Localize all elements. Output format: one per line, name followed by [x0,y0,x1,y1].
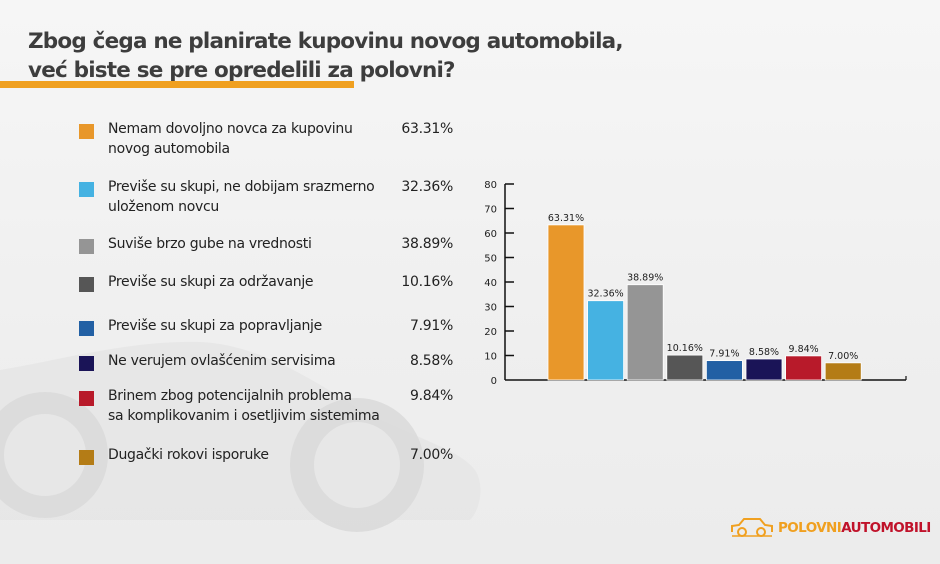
page-title: Zbog čega ne planirate kupovinu novog au… [28,27,624,85]
polovniautomobili-logo: POLOVNIAUTOMOBILI [730,515,931,541]
bar-data-label: 8.58% [749,347,779,358]
legend-value: 63.31% [401,121,453,137]
legend-value: 8.58% [410,353,453,369]
bar-data-label: 63.31% [548,213,584,224]
y-tick-label: 10 [484,352,497,363]
y-tick-label: 80 [484,180,497,191]
car-logo-icon [731,518,773,537]
legend-value: 7.00% [410,447,453,463]
legend-label: Brinem zbog potencijalnih problema sa kom… [108,388,380,424]
legend-value: 32.36% [401,179,453,195]
bar-data-label: 38.89% [627,273,663,284]
y-tick-label: 40 [484,278,497,289]
legend-label: Dugački rokovi isporuke [108,447,269,463]
legend-label: Previše su skupi za održavanje [108,274,314,290]
legend-swatch [79,124,94,139]
title-underline [0,81,354,88]
bar [824,362,862,381]
y-tick-label: 30 [484,303,497,314]
bar [666,354,704,381]
y-tick-label: 50 [484,254,497,265]
legend-swatch [79,450,94,465]
legend-label: Previše su skupi za popravljanje [108,318,322,334]
bar [706,360,743,381]
legend-swatch [79,391,94,406]
legend-swatch [79,182,94,197]
legend-label: Suviše brzo gube na vrednosti [108,236,312,252]
bar [785,355,822,381]
y-tick-label: 0 [491,376,497,387]
background-car-silhouette [0,341,481,532]
logo-text-polovni: POLOVNI [778,520,842,536]
legend-value: 9.84% [410,388,453,404]
legend-value: 10.16% [401,274,453,290]
bar-data-label: 7.00% [828,351,858,362]
bar-data-label: 10.16% [667,343,703,354]
bar-data-label: 32.36% [587,289,623,300]
logo-text-automobili: AUTOMOBILI [841,520,931,536]
legend-label: Nemam dovoljno novca za kupovinu novog au… [108,121,353,157]
legend-swatch [79,277,94,292]
title-line-1: Zbog čega ne planirate kupovinu novog au… [28,29,624,54]
bar [547,224,585,381]
bar [745,358,783,381]
bar [626,284,664,381]
legend-label: Previše su skupi, ne dobijam srazmerno ul… [108,179,375,215]
y-tick-label: 20 [484,327,497,338]
legend-swatch [79,239,94,254]
legend-label: Ne verujem ovlašćenim servisima [108,353,336,369]
legend-value: 7.91% [410,318,453,334]
legend-swatch [79,321,94,336]
bar-data-label: 9.84% [789,344,819,355]
y-tick-label: 60 [484,229,497,240]
legend-value: 38.89% [401,236,453,252]
bar [587,300,624,381]
legend-swatch [79,356,94,371]
title-line-2: već biste se pre opredelili za polovni? [28,58,456,83]
bar-data-label: 7.91% [709,349,739,360]
y-tick-label: 70 [484,205,497,216]
